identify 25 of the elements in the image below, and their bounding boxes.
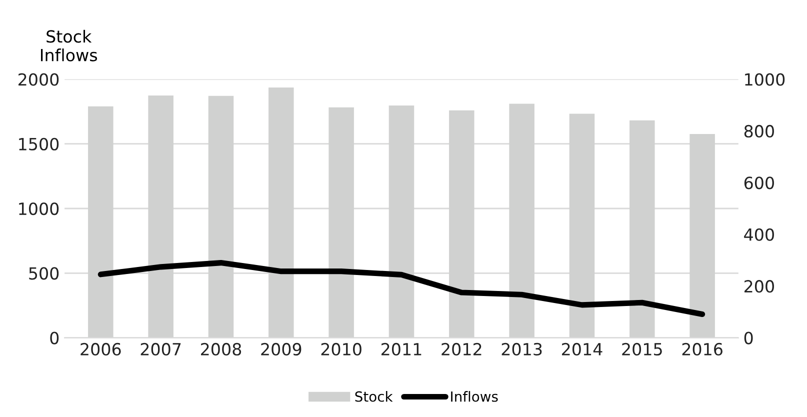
x-tick-label: 2014 — [562, 342, 602, 356]
chart-title: Stock Inflows — [40, 30, 98, 62]
x-tick-label: 2011 — [381, 342, 422, 356]
y2-tick-label: 400 — [744, 228, 774, 241]
y2-tick-label: 1000 — [745, 73, 785, 86]
y-tick-label: 1500 — [19, 138, 59, 150]
x-tick-label: 2013 — [502, 342, 542, 356]
y-tick-label: 2000 — [18, 73, 59, 86]
y2-tick-label: 0 — [744, 332, 753, 344]
y-tick-label: 500 — [29, 267, 59, 280]
legend-label: Inflows — [451, 391, 498, 402]
x-tick-label: 2015 — [622, 342, 662, 356]
y-tick-label: 0 — [50, 332, 59, 344]
x-tick-label: 2010 — [321, 342, 362, 356]
y2-tick-label: 600 — [744, 176, 774, 190]
y-tick-label: 1000 — [19, 202, 59, 216]
x-tick-label: 2016 — [682, 342, 722, 356]
legend-label: Stock — [355, 391, 393, 402]
x-tick-label: 2009 — [261, 342, 302, 356]
x-tick-label: 2008 — [201, 342, 242, 356]
y2-tick-label: 200 — [744, 280, 774, 293]
x-tick-label: 2012 — [442, 342, 482, 356]
x-tick-label: 2007 — [140, 342, 181, 356]
x-tick-label: 2006 — [80, 342, 121, 356]
y2-tick-label: 800 — [744, 124, 774, 138]
